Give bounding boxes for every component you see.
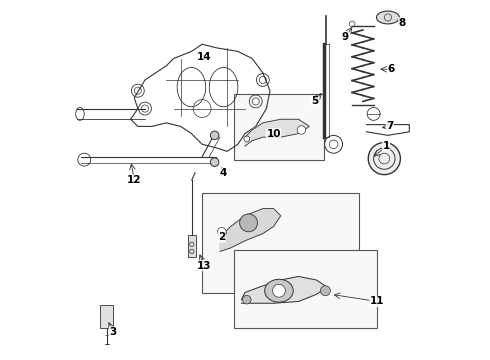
Bar xyxy=(188,235,196,257)
Text: 13: 13 xyxy=(196,261,211,271)
Text: 14: 14 xyxy=(196,52,211,62)
Ellipse shape xyxy=(244,136,249,142)
Polygon shape xyxy=(220,208,281,251)
Text: 4: 4 xyxy=(220,168,227,178)
Text: 12: 12 xyxy=(127,175,142,185)
Ellipse shape xyxy=(265,279,293,302)
Text: 3: 3 xyxy=(109,327,117,337)
Text: 7: 7 xyxy=(386,121,393,131)
Text: 11: 11 xyxy=(370,296,385,306)
Ellipse shape xyxy=(376,11,399,24)
Ellipse shape xyxy=(210,131,219,140)
Polygon shape xyxy=(245,119,309,146)
Text: 1: 1 xyxy=(383,141,390,151)
Bar xyxy=(234,249,377,328)
Ellipse shape xyxy=(218,228,226,236)
Ellipse shape xyxy=(243,296,251,304)
Text: 2: 2 xyxy=(218,232,225,242)
Text: 9: 9 xyxy=(342,32,348,42)
Ellipse shape xyxy=(272,284,285,297)
Text: 8: 8 xyxy=(398,18,406,28)
Ellipse shape xyxy=(240,214,258,232)
Ellipse shape xyxy=(368,143,400,175)
Bar xyxy=(100,305,113,328)
Bar xyxy=(234,94,323,160)
Ellipse shape xyxy=(210,158,219,166)
Polygon shape xyxy=(242,276,327,303)
Text: 6: 6 xyxy=(388,64,395,74)
Bar xyxy=(202,193,359,293)
Ellipse shape xyxy=(297,126,306,134)
Text: 10: 10 xyxy=(267,129,281,139)
Ellipse shape xyxy=(320,286,330,296)
Text: 5: 5 xyxy=(311,96,318,107)
